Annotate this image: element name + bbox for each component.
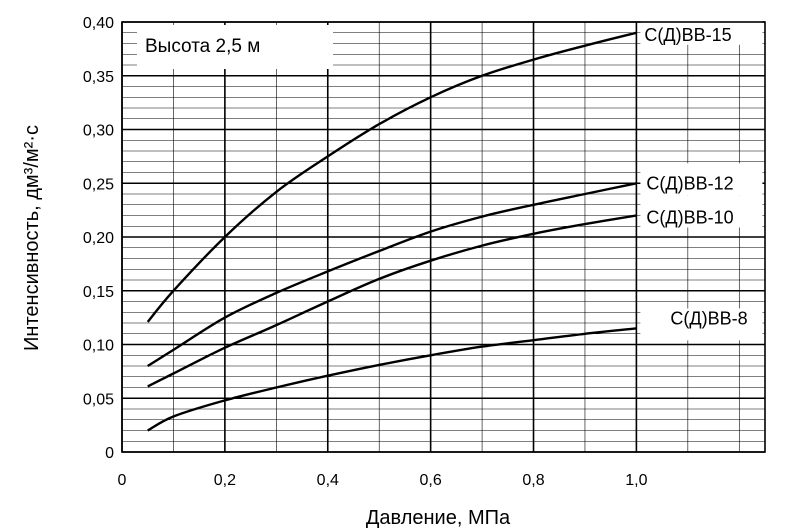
series-label-3: С(Д)ВВ-10 <box>646 208 733 228</box>
y-tick-label: 0,10 <box>83 338 114 355</box>
x-tick-labels: 0 0,2 0,4 0,6 0,8 1,0 <box>118 472 648 489</box>
x-axis-title: Давление, МПа <box>366 507 511 529</box>
series-label-mask <box>640 12 763 45</box>
plot-border <box>121 21 766 453</box>
x-tick-label: 0 <box>118 472 127 489</box>
y-tick-labels: 0 0,05 0,10 0,15 0,20 0,25 0,30 0,35 0,40 <box>83 15 114 462</box>
y-axis-title: Интенсивность, дм³/м²·с <box>21 125 43 351</box>
y-tick-label: 0,15 <box>83 284 114 301</box>
plot-frame <box>121 21 766 453</box>
series-line-4 <box>147 327 637 432</box>
x-tick-label: 1,0 <box>625 472 647 489</box>
series-lines <box>146 31 637 432</box>
y-tick-label: 0,25 <box>83 176 114 193</box>
annotation-box <box>137 25 333 69</box>
label-masks <box>640 12 763 341</box>
series-line-1 <box>146 31 637 323</box>
y-tick-label: 0,05 <box>83 391 114 408</box>
series-line-3 <box>147 214 637 388</box>
x-tick-label: 0,8 <box>522 472 544 489</box>
annotation-text: Высота 2,5 м <box>145 36 260 57</box>
x-tick-label: 0,2 <box>214 472 236 489</box>
series-label-2: С(Д)ВВ-12 <box>646 173 733 193</box>
y-tick-label: 0,40 <box>83 15 114 32</box>
x-tick-label: 0,4 <box>317 472 339 489</box>
series-label-mask <box>640 195 763 228</box>
x-tick-label: 0,6 <box>419 472 441 489</box>
y-tick-label: 0,20 <box>83 230 114 247</box>
y-tick-label: 0 <box>105 445 114 462</box>
y-tick-label: 0,30 <box>83 123 114 140</box>
y-tick-label: 0,35 <box>83 69 114 86</box>
series-label-mask <box>640 308 763 341</box>
series-line-2 <box>147 182 637 368</box>
series-labels: С(Д)ВВ-15 С(Д)ВВ-12 С(Д)ВВ-10 С(Д)ВВ-8 <box>644 25 747 329</box>
series-label-4: С(Д)ВВ-8 <box>670 308 747 328</box>
series-label-1: С(Д)ВВ-15 <box>644 25 731 45</box>
series-label-mask <box>640 163 763 196</box>
